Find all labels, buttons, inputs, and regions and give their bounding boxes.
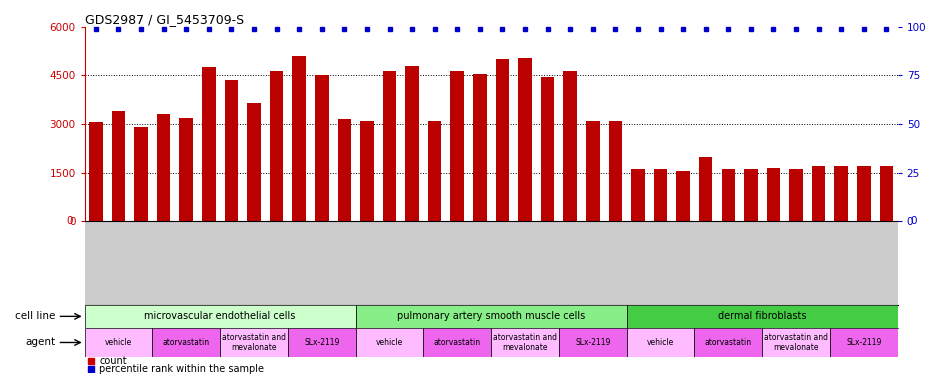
Text: vehicle: vehicle	[376, 338, 403, 347]
Bar	[270, 71, 283, 221]
Bar	[423, 328, 491, 357]
Bar	[85, 305, 355, 328]
Bar	[225, 80, 238, 221]
Text: pulmonary artery smooth muscle cells: pulmonary artery smooth muscle cells	[397, 311, 586, 321]
Bar	[563, 71, 577, 221]
Text: atorvastatin and
mevalonate: atorvastatin and mevalonate	[222, 333, 286, 352]
Bar	[360, 121, 374, 221]
Bar	[790, 169, 803, 221]
Bar	[722, 169, 735, 221]
Bar	[559, 328, 627, 357]
Bar	[518, 58, 532, 221]
Bar	[767, 168, 780, 221]
Bar	[491, 328, 559, 357]
Bar	[112, 111, 125, 221]
Bar	[880, 166, 893, 221]
Text: agent: agent	[25, 338, 55, 348]
Text: vehicle: vehicle	[105, 338, 133, 347]
Text: dermal fibroblasts: dermal fibroblasts	[718, 311, 807, 321]
Bar	[450, 71, 464, 221]
Bar	[220, 328, 288, 357]
Text: percentile rank within the sample: percentile rank within the sample	[100, 364, 264, 374]
Bar	[473, 74, 487, 221]
Bar	[495, 59, 509, 221]
Bar	[699, 157, 713, 221]
Bar	[540, 77, 555, 221]
Bar	[627, 328, 695, 357]
Bar	[292, 56, 306, 221]
Bar	[152, 328, 220, 357]
Bar	[85, 328, 152, 357]
Bar	[835, 166, 848, 221]
Bar	[89, 122, 102, 221]
Bar	[180, 118, 193, 221]
Bar	[355, 305, 627, 328]
Bar	[337, 119, 352, 221]
Text: SLx-2119: SLx-2119	[846, 338, 882, 347]
Bar	[405, 66, 419, 221]
Bar	[383, 71, 397, 221]
Text: GDS2987 / GI_5453709-S: GDS2987 / GI_5453709-S	[85, 13, 243, 26]
Bar	[355, 328, 423, 357]
Text: 0: 0	[66, 216, 72, 226]
Bar	[247, 103, 260, 221]
Text: 0: 0	[910, 216, 916, 226]
Bar	[695, 328, 762, 357]
Bar	[744, 169, 758, 221]
Text: cell line: cell line	[15, 311, 55, 321]
Bar	[608, 121, 622, 221]
Text: SLx-2119: SLx-2119	[575, 338, 610, 347]
Bar	[631, 169, 645, 221]
Text: atorvastatin: atorvastatin	[163, 338, 210, 347]
Bar	[762, 328, 830, 357]
Text: SLx-2119: SLx-2119	[304, 338, 339, 347]
Text: microvascular endothelial cells: microvascular endothelial cells	[145, 311, 296, 321]
Bar	[134, 127, 148, 221]
Bar	[157, 114, 170, 221]
Bar	[653, 169, 667, 221]
Text: count: count	[100, 356, 127, 366]
Bar	[857, 166, 870, 221]
Bar	[830, 328, 898, 357]
Bar	[812, 166, 825, 221]
Bar	[627, 305, 898, 328]
Bar	[586, 121, 600, 221]
Bar	[288, 328, 355, 357]
Text: atorvastatin: atorvastatin	[433, 338, 481, 347]
Bar	[428, 121, 442, 221]
Text: atorvastatin: atorvastatin	[705, 338, 752, 347]
Bar	[202, 68, 215, 221]
Text: atorvastatin and
mevalonate: atorvastatin and mevalonate	[764, 333, 828, 352]
Text: atorvastatin and
mevalonate: atorvastatin and mevalonate	[493, 333, 557, 352]
Bar	[677, 171, 690, 221]
Text: vehicle: vehicle	[647, 338, 674, 347]
Bar	[315, 76, 329, 221]
